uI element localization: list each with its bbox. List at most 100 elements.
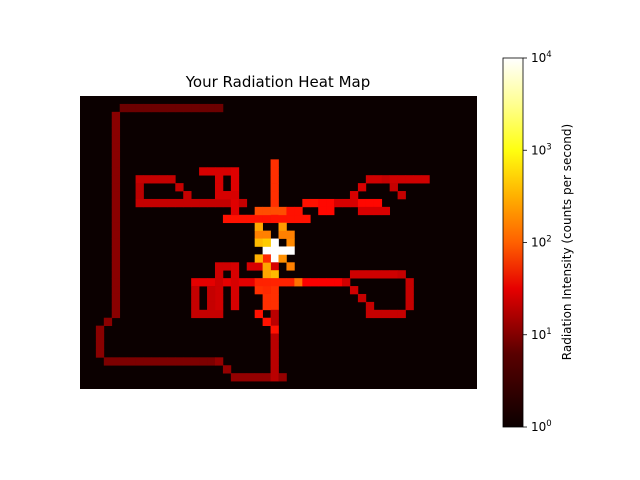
heatmap-cell bbox=[278, 230, 287, 239]
heatmap-cell bbox=[207, 293, 216, 303]
heatmap-cell bbox=[143, 103, 152, 113]
heatmap-cell bbox=[326, 278, 335, 287]
heatmap-cell bbox=[127, 103, 136, 113]
heatmap-cell bbox=[278, 373, 287, 382]
heatmap-cell bbox=[199, 198, 208, 208]
heatmap-cell bbox=[214, 198, 224, 208]
heatmap-cell bbox=[214, 278, 224, 287]
colorbar-tick-label: 100 bbox=[531, 419, 552, 434]
heatmap-cell bbox=[270, 373, 279, 382]
heatmap-cell bbox=[262, 278, 271, 287]
heatmap-cell bbox=[397, 270, 406, 279]
heatmap-cell bbox=[103, 317, 113, 326]
heatmap-cell bbox=[270, 246, 279, 255]
heatmap-cell bbox=[397, 175, 406, 184]
heatmap-cell bbox=[191, 278, 200, 287]
heatmap-cell bbox=[151, 103, 160, 113]
heatmap-cell bbox=[111, 230, 121, 239]
colorbar-tick-base: 10 bbox=[531, 143, 546, 157]
heatmap-cell bbox=[111, 270, 121, 279]
heatmap-cell bbox=[405, 286, 414, 295]
heatmap-cell bbox=[262, 262, 271, 271]
heatmap-cell bbox=[270, 198, 279, 208]
heatmap-cell bbox=[342, 198, 351, 208]
heatmap-cell bbox=[270, 341, 279, 350]
heatmap-cell bbox=[254, 214, 263, 224]
heatmap-cell bbox=[254, 286, 263, 295]
heatmap-cell bbox=[262, 206, 271, 216]
colorbar-tick-exponent: 2 bbox=[546, 235, 551, 245]
heatmap-cell bbox=[357, 198, 367, 208]
heatmap-cell bbox=[191, 198, 200, 208]
heatmap-cell bbox=[365, 301, 375, 311]
heatmap-cell bbox=[278, 222, 287, 231]
heatmap-cell bbox=[214, 357, 224, 366]
colorbar-tick-exponent: 1 bbox=[546, 327, 551, 337]
heatmap-cell bbox=[318, 198, 327, 208]
heatmap-cell bbox=[135, 183, 144, 192]
heatmap-cell bbox=[199, 167, 208, 176]
heatmap-cell bbox=[95, 341, 105, 350]
heatmap-cell bbox=[214, 167, 224, 176]
heatmap-cell bbox=[111, 159, 121, 168]
heatmap-cell bbox=[230, 191, 240, 200]
heatmap-cell bbox=[254, 230, 263, 239]
heatmap-cell bbox=[111, 293, 121, 303]
heatmap-cell bbox=[222, 191, 232, 200]
heatmap-cell bbox=[342, 278, 351, 287]
heatmap-cell bbox=[334, 198, 343, 208]
heatmap-cell bbox=[191, 301, 200, 311]
colorbar-tick-base: 10 bbox=[531, 236, 546, 250]
heatmap-cell bbox=[111, 119, 121, 129]
heatmap-cell bbox=[270, 214, 279, 224]
heatmap-cell bbox=[405, 278, 414, 287]
heatmap-cell bbox=[135, 198, 144, 208]
heatmap-cell bbox=[286, 246, 295, 255]
heatmap-cell bbox=[389, 183, 398, 192]
heatmap-cell bbox=[135, 175, 144, 184]
heatmap-cell bbox=[214, 183, 224, 192]
heatmap-cell bbox=[357, 206, 367, 216]
heatmap-cell bbox=[238, 278, 248, 287]
heatmap-cell bbox=[397, 191, 406, 200]
colorbar-tick-label: 101 bbox=[531, 327, 552, 342]
heatmap-cell bbox=[103, 357, 113, 366]
heatmap-cell bbox=[302, 198, 311, 208]
heatmap-cell bbox=[230, 175, 240, 184]
heatmap-cell bbox=[405, 175, 414, 184]
heatmap-cell bbox=[270, 254, 279, 263]
heatmap-cell bbox=[111, 238, 121, 247]
heatmap-cell bbox=[365, 309, 375, 319]
heatmap-cell bbox=[310, 278, 319, 287]
heatmap-cell bbox=[207, 301, 216, 311]
heatmap-cell bbox=[175, 198, 184, 208]
heatmap-cell bbox=[365, 270, 375, 279]
heatmap-cell bbox=[175, 183, 184, 192]
heatmap-cell bbox=[214, 309, 224, 319]
heatmap-cell bbox=[278, 206, 287, 216]
heatmap-cell bbox=[270, 278, 279, 287]
heatmap-cell bbox=[357, 293, 367, 303]
heatmap-cell bbox=[238, 198, 248, 208]
chart-title: Your Radiation Heat Map bbox=[185, 73, 370, 91]
heatmap-cell bbox=[389, 175, 398, 184]
heatmap-cell bbox=[318, 278, 327, 287]
heatmap-cell bbox=[286, 230, 295, 239]
heatmap-cell bbox=[262, 238, 271, 247]
heatmap-cell bbox=[270, 262, 279, 271]
heatmap-cell bbox=[262, 270, 271, 279]
heatmap-cell bbox=[111, 286, 121, 295]
heatmap-cell bbox=[111, 151, 121, 160]
heatmap-cell bbox=[167, 175, 176, 184]
heatmap-cell bbox=[270, 191, 279, 200]
heatmap-cell bbox=[230, 167, 240, 176]
heatmap-cell bbox=[159, 198, 168, 208]
heatmap-cell bbox=[222, 214, 232, 224]
colorbar-tick-base: 10 bbox=[531, 328, 546, 342]
heatmap-cell bbox=[238, 373, 248, 382]
heatmap-cell bbox=[373, 206, 383, 216]
heatmap-cell bbox=[135, 103, 144, 113]
heatmap-cell bbox=[381, 309, 391, 319]
heatmap-cell bbox=[365, 198, 375, 208]
